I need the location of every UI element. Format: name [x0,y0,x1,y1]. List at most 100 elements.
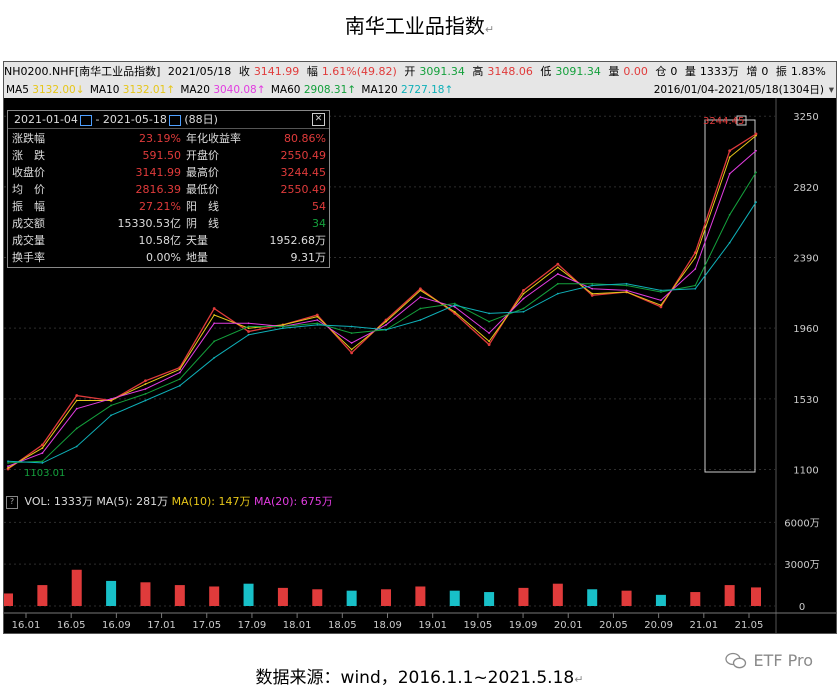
data-point [418,287,422,291]
close-label: 收 [238,65,250,78]
stat-label: 均 价 [12,183,45,196]
range-start-date[interactable]: 2021-01-04 [14,113,78,126]
price-y-ticks: 3250 2820 2390 1960 1530 1100 [793,112,818,476]
calendar-icon[interactable] [79,114,92,126]
calendar-icon[interactable] [168,114,181,126]
volume-bar [484,592,495,606]
data-point [659,305,663,309]
volume-bar [106,580,117,606]
stat-label: 换手率 [12,251,45,264]
close-icon[interactable]: ✕ [312,113,325,126]
data-point [728,156,731,159]
stat-value: 1952.68万 [269,234,327,247]
vol-ma10-value: 147万 [218,495,251,508]
instrument-code[interactable]: NH0200.NHF[南华工业品指数] [4,65,161,78]
data-point [212,307,216,310]
stat-value: 2550.49 [280,149,327,162]
low-label: 低 [540,65,552,78]
ma120-value: 2727.18↑ [401,84,454,96]
range-end-date[interactable]: 2021-05-18 [102,113,167,126]
data-point [178,368,181,371]
data-point [144,399,147,402]
data-point [316,322,319,325]
x-tick-label: 17.01 [147,620,176,631]
x-tick-label: 16.01 [12,620,41,631]
volume-bar [655,594,666,606]
stat-label: 年化收益率 [186,132,241,145]
stat-label: 开盘价 [186,149,219,162]
volume-bar [621,590,632,606]
quote-date: 2021/05/18 [167,65,232,78]
range-days: (88日) [184,113,218,126]
stats-row: 均 价 2816.39 最低价 2550.49 [8,181,329,198]
amt-label: 量 [684,65,696,78]
inc-label: 增 [746,65,758,78]
stat-label: 最低价 [186,183,219,196]
title-text: 南华工业品指数 [344,14,485,38]
data-point [728,172,731,175]
volume-bar [751,587,761,606]
x-tick-label: 18.05 [328,620,357,631]
data-point [282,325,284,328]
data-point [41,460,44,463]
volume-bar [243,583,254,606]
data-point [110,404,112,407]
stats-row: 收盘价 3141.99 最高价 3244.45 [8,164,329,181]
volume-bar [174,585,185,606]
low-value: 3091.34 [555,65,601,78]
data-point [591,292,594,295]
data-point [754,132,758,136]
close-value: 3141.99 [253,65,300,78]
range-stats-box: 2021-01-04 - 2021-05-18 (88日) ✕ 涨跌幅 23.19… [7,110,330,268]
volume-bar [552,583,563,606]
max-label: 3244.45 [703,116,744,127]
volume-bar [587,589,598,606]
stat-value: 2550.49 [280,183,327,196]
data-point [556,273,559,275]
volume-bar [209,586,220,606]
data-point [419,307,422,310]
inc-value: 0 [761,65,769,78]
vol-ma20-label: MA(20): [253,495,298,508]
data-point [315,313,319,317]
volume-bars [4,569,761,606]
data-point [755,201,757,204]
range-stats-header: 2021-01-04 - 2021-05-18 (88日) ✕ [8,111,329,129]
help-icon[interactable]: ? [6,495,18,509]
x-tick-label: 19.09 [509,620,538,631]
data-point [41,452,44,454]
data-point [755,149,757,152]
data-point [385,323,387,326]
data-point [247,325,250,328]
vol-ma20-value: 675万 [300,495,333,508]
y-tick-label: 2390 [793,254,818,265]
data-point [75,399,78,402]
data-point [522,310,525,313]
data-point [385,328,387,331]
data-point [625,282,628,285]
x-tick-label: 17.09 [238,620,267,631]
data-point [7,466,9,469]
data-point [282,327,284,330]
data-point [556,262,560,266]
data-point [178,371,181,374]
watermark-text: ETF Pro [753,651,813,670]
volume-bar [140,582,151,606]
dropdown-arrow-icon[interactable]: ▾ [828,84,834,96]
volume-legend-bar: ? VOL: 1333万 MA(5): 281万 MA(10): 147万 MA… [4,494,836,510]
date-range-selector[interactable]: 2016/01/04-2021/05/18(1304日) [653,84,824,96]
ma5-value: 3132.00↓ [32,84,85,96]
data-point [556,266,559,269]
vol-ma5-value: 281万 [136,495,169,508]
data-point [453,310,456,313]
stats-row: 涨跌幅 23.19% 年化收益率 80.86% [8,130,329,147]
data-point [75,445,78,448]
data-point [350,348,353,351]
x-tick-label: 17.05 [192,620,221,631]
amp-value: 1.83% [790,65,826,78]
data-point [694,256,697,259]
stats-row: 振 幅 27.21% 阳 线 54 [8,198,329,215]
data-point [694,287,697,290]
oi-label: 仓 [655,65,667,78]
x-tick-label: 19.01 [418,620,447,631]
